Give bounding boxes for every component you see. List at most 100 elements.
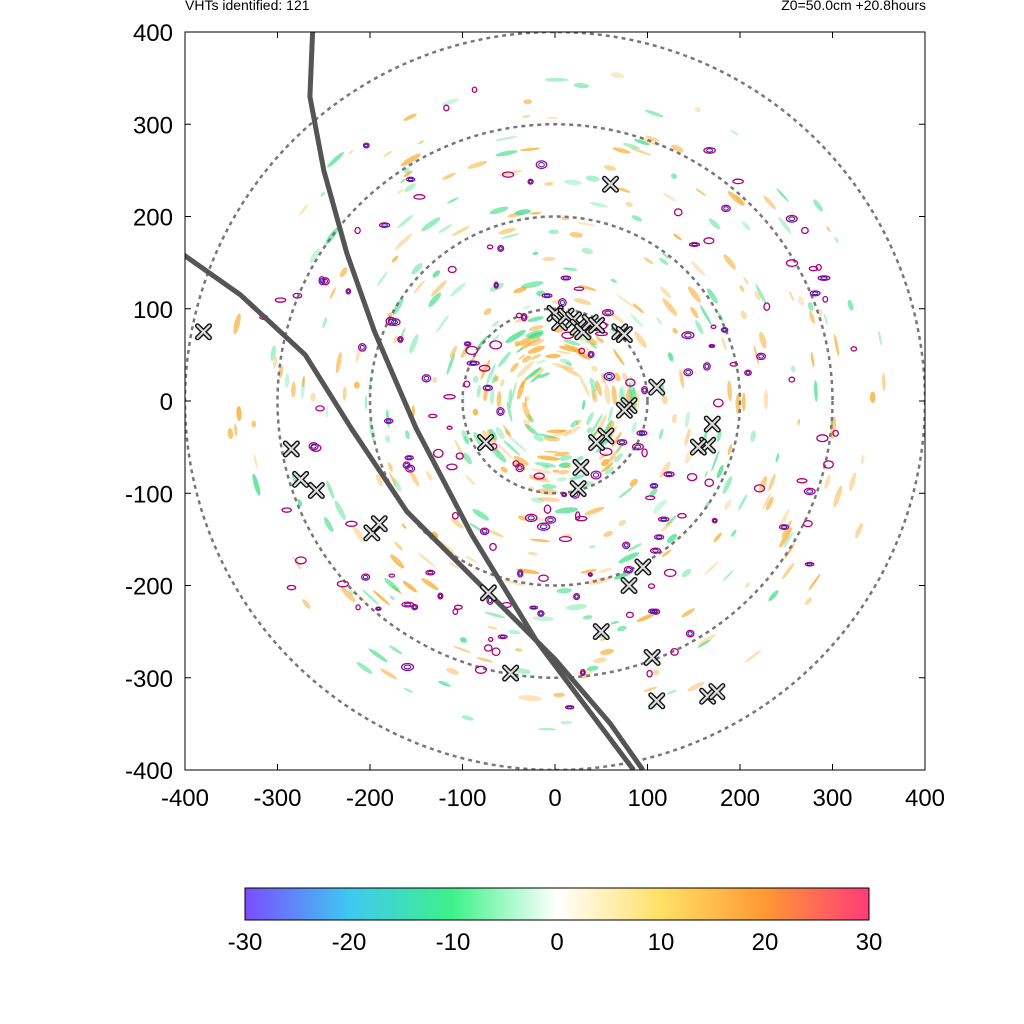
contour-loop	[463, 341, 472, 347]
downdraft-streak	[476, 384, 481, 398]
contour-loop	[345, 288, 352, 295]
contour-loop	[622, 541, 631, 550]
contour-loop	[670, 647, 679, 656]
downdraft-streak	[495, 426, 505, 440]
updraft-streak	[573, 298, 592, 305]
vht-marker	[307, 481, 325, 499]
vht-marker	[602, 175, 619, 193]
updraft-streak	[763, 389, 769, 410]
contour-loop	[804, 561, 815, 567]
downdraft-streak	[473, 431, 481, 445]
contour-loop	[479, 527, 490, 536]
downdraft-streak	[649, 488, 658, 497]
downdraft-streak	[368, 648, 389, 663]
downdraft-streak	[656, 317, 662, 325]
contour-loop	[561, 492, 568, 498]
vht-marker	[479, 584, 497, 602]
downdraft-streak	[634, 138, 650, 146]
downdraft-streak	[666, 689, 677, 695]
updraft-streak	[558, 469, 569, 475]
vht-marker	[615, 401, 633, 419]
contour-loop-inner	[665, 472, 673, 477]
updraft-streak	[810, 351, 815, 368]
vht-marker	[634, 558, 652, 576]
contour-loop	[823, 460, 834, 469]
vertical-velocity-field	[227, 72, 886, 731]
updraft-streak	[529, 325, 544, 332]
x-tick-label: -200	[346, 785, 394, 812]
downdraft-streak	[878, 330, 883, 346]
updraft-streak	[600, 638, 607, 641]
x-tick-label: -400	[161, 785, 209, 812]
tracks	[185, 32, 645, 770]
downdraft-streak	[491, 374, 497, 384]
contour-loop	[710, 324, 717, 330]
updraft-streak	[645, 135, 660, 142]
updraft-streak	[518, 354, 526, 360]
downdraft-streak	[614, 453, 623, 463]
updraft-streak	[672, 327, 678, 334]
updraft-streak	[564, 465, 572, 469]
downdraft-streak	[662, 252, 670, 259]
updraft-streak	[569, 231, 583, 238]
updraft-streak	[591, 389, 598, 403]
contour-loop	[631, 443, 644, 451]
contour-loop-inner	[638, 431, 646, 435]
contour-loop-inner	[539, 524, 548, 530]
contour-loop	[321, 277, 330, 286]
contours	[259, 86, 858, 710]
downdraft-streak	[659, 257, 669, 266]
contour-loop-inner	[625, 567, 632, 572]
downdraft-streak	[388, 645, 403, 655]
updraft-streak	[516, 360, 535, 378]
downdraft-streak	[469, 523, 486, 534]
downdraft-streak	[755, 283, 767, 305]
updraft-streak	[600, 648, 614, 655]
contour-loop	[832, 429, 839, 437]
updraft-streak	[643, 257, 654, 265]
updraft-streak	[556, 350, 572, 355]
contour-loop-inner	[487, 597, 493, 604]
downdraft-streak	[559, 358, 571, 365]
contour-loop	[404, 455, 414, 461]
contour-loop	[808, 265, 819, 272]
contour-loop	[425, 569, 436, 576]
downdraft-streak	[411, 263, 423, 275]
downdraft-streak	[573, 83, 589, 89]
downdraft-streak	[834, 236, 839, 244]
updraft-streak	[833, 334, 840, 357]
updraft-streak	[397, 188, 404, 195]
updraft-streak	[632, 303, 644, 314]
contour-loop	[683, 368, 694, 377]
downdraft-streak	[589, 544, 597, 549]
updraft-streak	[352, 525, 365, 543]
y-tick-label: -200	[125, 574, 173, 601]
contour-loop	[599, 447, 613, 456]
updraft-streak	[527, 345, 545, 354]
contour-loop-inner	[704, 363, 710, 369]
downdraft-streak	[405, 430, 410, 440]
downdraft-streak	[505, 329, 526, 344]
colorbar-tick-label: 30	[856, 929, 883, 956]
updraft-streak	[518, 695, 542, 702]
contour-loop	[538, 574, 549, 582]
updraft-streak	[353, 381, 360, 389]
contour-loop	[482, 384, 493, 392]
vht-marker	[572, 458, 590, 476]
downdraft-streak	[356, 661, 373, 674]
updraft-streak	[526, 516, 546, 522]
updraft-streak	[355, 346, 361, 363]
vht-marker	[477, 434, 495, 452]
downdraft-streak	[618, 552, 640, 564]
contour-loop-inner	[806, 562, 813, 566]
updraft-streak	[672, 413, 677, 424]
updraft-streak	[739, 285, 745, 293]
updraft-streak	[417, 140, 425, 145]
updraft-streak	[598, 567, 613, 574]
contour-loop-inner	[589, 352, 594, 357]
range-ring	[276, 123, 834, 679]
contour-loop-inner	[723, 206, 729, 211]
contour-loop	[649, 547, 662, 554]
contour-loop	[544, 515, 557, 524]
updraft-streak	[833, 485, 843, 508]
